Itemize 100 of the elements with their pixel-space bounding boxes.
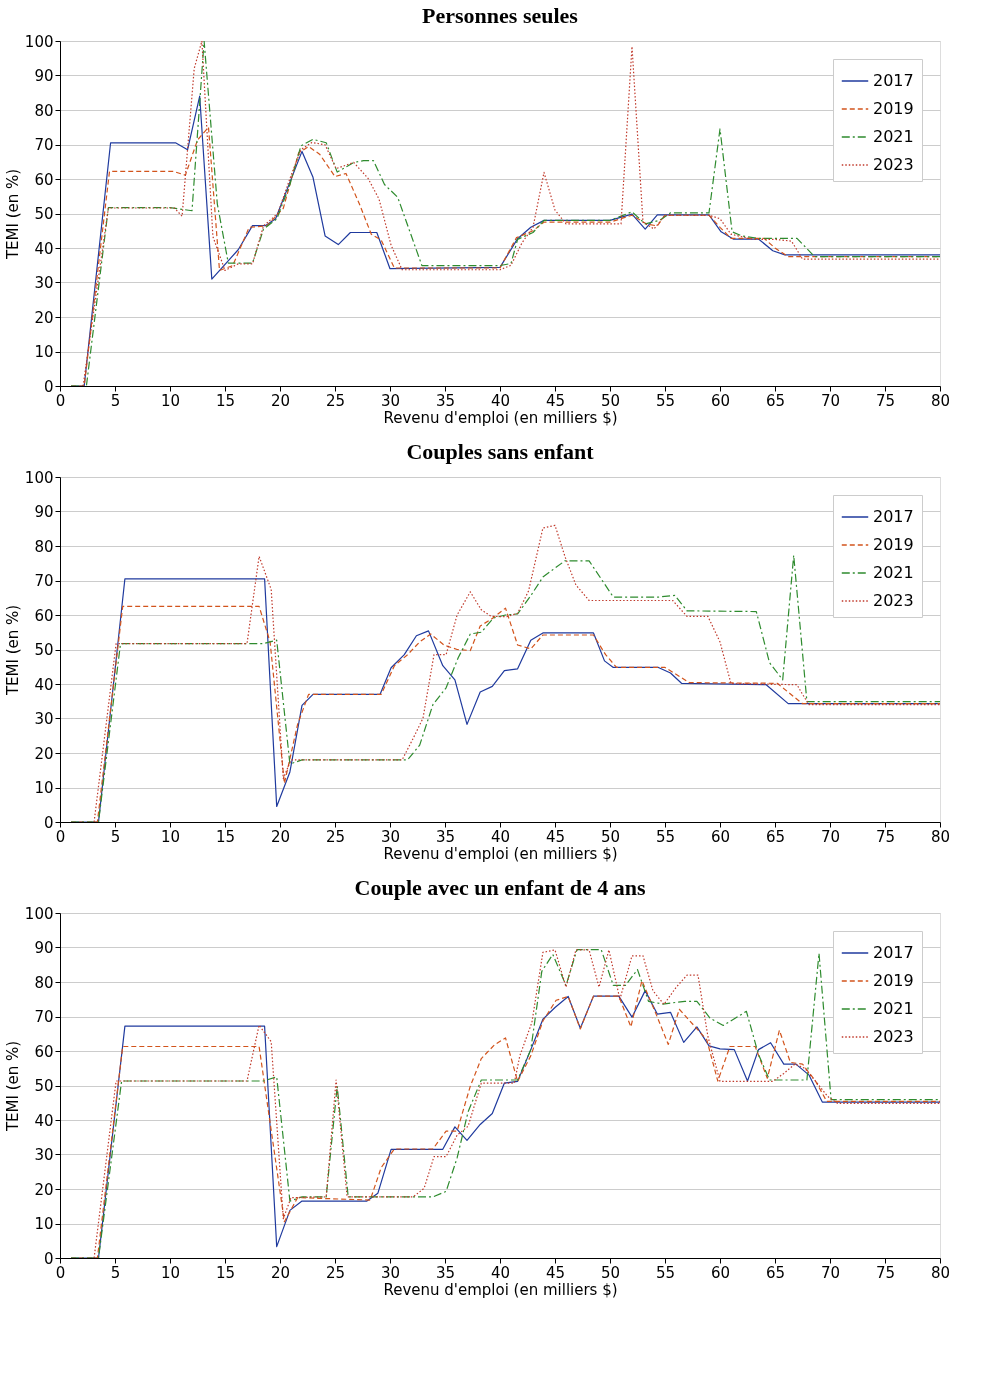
- legend-label: 2023: [873, 591, 914, 610]
- y-tick-label: 0: [43, 813, 54, 832]
- y-tick-label: 50: [34, 205, 54, 223]
- x-tick-label: 0: [55, 827, 66, 846]
- legend-label: 2019: [873, 535, 914, 554]
- legend-label: 2019: [873, 971, 914, 990]
- chart-title: Couple avec un enfant de 4 ans: [354, 875, 646, 900]
- y-tick-label: 30: [34, 274, 54, 292]
- x-axis-title: Revenu d'emploi (en milliers $): [383, 844, 618, 863]
- x-tick-label: 55: [655, 827, 676, 846]
- x-tick-label: 40: [490, 827, 511, 846]
- x-tick-label: 20: [270, 1263, 291, 1282]
- x-tick-label: 30: [380, 391, 401, 410]
- x-tick-label: 60: [710, 391, 731, 410]
- x-tick-label: 15: [215, 1263, 236, 1282]
- y-tick-label: 40: [34, 239, 54, 258]
- y-tick-label: 20: [34, 308, 54, 327]
- y-tick-label: 80: [34, 973, 54, 992]
- y-tick-label: 100: [24, 32, 54, 51]
- legend-label: 2021: [873, 127, 914, 146]
- x-tick-label: 55: [655, 391, 676, 410]
- y-tick-label: 20: [34, 1180, 54, 1199]
- x-tick-label: 0: [55, 391, 66, 410]
- x-tick-label: 25: [325, 1263, 346, 1282]
- x-tick-label: 30: [380, 1263, 401, 1282]
- y-tick-label: 40: [34, 1111, 54, 1130]
- x-tick-label: 60: [710, 1263, 731, 1282]
- x-tick-label: 40: [490, 1263, 511, 1282]
- x-tick-label: 80: [930, 1263, 951, 1282]
- x-tick-label: 35: [435, 1263, 456, 1282]
- x-tick-label: 40: [490, 391, 511, 410]
- x-tick-label: 35: [435, 391, 456, 410]
- y-tick-label: 30: [34, 1146, 54, 1164]
- y-tick-label: 70: [34, 1008, 54, 1026]
- y-tick-label: 50: [34, 1077, 54, 1095]
- y-tick-label: 30: [34, 710, 54, 728]
- x-tick-label: 75: [875, 827, 896, 846]
- y-axis-title: TEMI (en %): [3, 604, 22, 697]
- x-tick-label: 20: [270, 827, 291, 846]
- legend-label: 2019: [873, 99, 914, 118]
- legend-label: 2023: [873, 155, 914, 174]
- y-tick-label: 0: [43, 377, 54, 396]
- y-tick-label: 80: [34, 101, 54, 120]
- legend-label: 2017: [873, 507, 914, 526]
- x-tick-label: 75: [875, 391, 896, 410]
- x-tick-label: 15: [215, 391, 236, 410]
- x-tick-label: 30: [380, 827, 401, 846]
- x-tick-label: 35: [435, 827, 456, 846]
- x-tick-label: 80: [930, 827, 951, 846]
- legend-label: 2023: [873, 1027, 914, 1046]
- y-tick-label: 60: [34, 170, 54, 189]
- x-tick-label: 0: [55, 1263, 66, 1282]
- legend-label: 2021: [873, 999, 914, 1018]
- y-tick-label: 100: [24, 904, 54, 923]
- x-tick-label: 65: [765, 1263, 786, 1282]
- x-tick-label: 70: [820, 1263, 841, 1282]
- x-tick-label: 25: [325, 391, 346, 410]
- x-axis-title: Revenu d'emploi (en milliers $): [383, 408, 618, 427]
- y-tick-label: 10: [34, 343, 54, 361]
- x-tick-label: 70: [820, 391, 841, 410]
- y-tick-label: 40: [34, 675, 54, 694]
- x-tick-label: 65: [765, 391, 786, 410]
- y-tick-label: 90: [34, 503, 54, 521]
- x-tick-label: 45: [545, 827, 566, 846]
- y-tick-label: 0: [43, 1249, 54, 1268]
- legend-label: 2017: [873, 943, 914, 962]
- x-tick-label: 45: [545, 391, 566, 410]
- x-tick-label: 55: [655, 1263, 676, 1282]
- x-tick-label: 10: [160, 391, 181, 410]
- y-tick-label: 60: [34, 606, 54, 625]
- x-tick-label: 50: [600, 827, 621, 846]
- chart-title: Couples sans enfant: [406, 439, 595, 464]
- x-tick-label: 80: [930, 391, 951, 410]
- y-tick-label: 80: [34, 537, 54, 556]
- x-tick-label: 5: [110, 391, 121, 410]
- legend-label: 2017: [873, 71, 914, 90]
- x-tick-label: 70: [820, 827, 841, 846]
- y-tick-label: 50: [34, 641, 54, 659]
- x-tick-label: 10: [160, 827, 181, 846]
- x-tick-label: 75: [875, 1263, 896, 1282]
- y-axis-title: TEMI (en %): [3, 1040, 22, 1133]
- y-tick-label: 70: [34, 572, 54, 590]
- x-tick-label: 60: [710, 827, 731, 846]
- x-tick-label: 50: [600, 1263, 621, 1282]
- y-tick-label: 20: [34, 744, 54, 763]
- x-tick-label: 15: [215, 827, 236, 846]
- chart-title: Personnes seules: [422, 3, 579, 28]
- y-tick-label: 10: [34, 1215, 54, 1233]
- x-tick-label: 45: [545, 1263, 566, 1282]
- y-tick-label: 60: [34, 1042, 54, 1061]
- x-tick-label: 5: [110, 827, 121, 846]
- x-tick-label: 25: [325, 827, 346, 846]
- y-tick-label: 90: [34, 939, 54, 957]
- y-tick-label: 10: [34, 779, 54, 797]
- y-axis-title: TEMI (en %): [3, 168, 22, 261]
- y-tick-label: 70: [34, 136, 54, 154]
- y-tick-label: 90: [34, 67, 54, 85]
- x-axis-title: Revenu d'emploi (en milliers $): [383, 1280, 618, 1299]
- x-tick-label: 10: [160, 1263, 181, 1282]
- y-tick-label: 100: [24, 468, 54, 487]
